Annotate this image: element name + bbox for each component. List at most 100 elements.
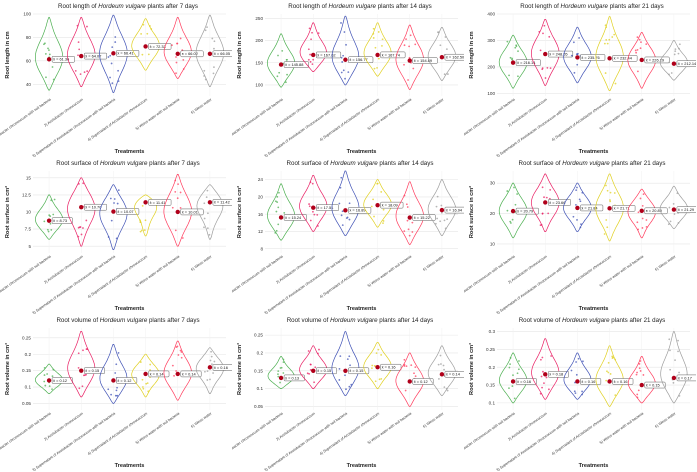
- x-tick-label: 6) Weiss water: [422, 97, 445, 115]
- chart-title: Root volume of Hordeum vulgare plants af…: [519, 317, 666, 324]
- data-point: [203, 69, 206, 72]
- data-point: [48, 385, 51, 388]
- mean-label: x̄ = 162.50: [446, 55, 464, 60]
- data-point: [443, 73, 446, 76]
- data-point: [639, 370, 642, 372]
- data-point: [277, 223, 280, 226]
- data-point: [348, 355, 351, 358]
- mean-label-box: [412, 57, 438, 64]
- data-point: [612, 356, 615, 359]
- data-point: [141, 204, 144, 207]
- data-point: [603, 42, 606, 45]
- data-point: [309, 363, 312, 366]
- data-point: [673, 213, 676, 215]
- mean-label-box: [644, 381, 666, 389]
- data-point: [206, 189, 209, 192]
- data-point: [213, 360, 216, 363]
- data-point: [509, 220, 512, 223]
- chart-svg: Root volume of Hordeum vulgare plants af…: [464, 317, 696, 471]
- y-tick-label: 12.5: [22, 193, 31, 198]
- data-point: [443, 386, 446, 388]
- mean-label: x̄ = 20.79: [517, 209, 533, 214]
- data-point: [406, 219, 409, 222]
- data-point: [78, 387, 81, 390]
- data-point: [77, 183, 80, 185]
- mean-label: x̄ = 10.70: [85, 205, 102, 210]
- data-point: [570, 54, 573, 57]
- data-point: [82, 182, 85, 185]
- y-tick-label: 10: [490, 241, 496, 246]
- chart-title-species: Hordeum vulgare: [562, 317, 610, 324]
- data-point: [175, 370, 178, 372]
- data-point: [313, 213, 316, 216]
- data-point: [115, 237, 118, 240]
- x-tick-label: 6) Weiss water: [654, 97, 677, 115]
- violin-shape: [563, 26, 592, 84]
- mean-marker: [407, 379, 412, 384]
- data-point: [609, 191, 612, 194]
- data-point: [403, 358, 406, 361]
- data-point: [141, 378, 144, 381]
- violin-shape: [163, 174, 192, 247]
- data-point: [86, 25, 88, 28]
- data-point: [545, 376, 548, 379]
- mean-label-box: [116, 208, 140, 215]
- y-tick-label: 0.25: [254, 333, 263, 338]
- data-point: [212, 372, 214, 374]
- panel-root-surface-21d: Root surface of Hordeum vulgare plants a…: [464, 157, 696, 314]
- data-point: [411, 231, 414, 233]
- data-point: [317, 32, 320, 35]
- data-point: [274, 200, 277, 203]
- data-point: [308, 203, 310, 205]
- data-point: [579, 226, 582, 229]
- x-tick-label: 4) Supernatant of Azotobacter chroococcu…: [319, 255, 380, 300]
- data-point: [607, 361, 610, 364]
- data-point: [372, 198, 374, 201]
- data-point: [341, 224, 344, 227]
- x-axis-label: Treatments: [115, 306, 145, 312]
- data-point: [540, 223, 543, 226]
- data-point: [113, 198, 116, 200]
- data-point: [338, 379, 341, 381]
- chart-svg: Root surface of Hordeum vulgare plants a…: [232, 160, 464, 314]
- violin-shape: [67, 330, 96, 398]
- mean-label: x̄ = 0.12: [53, 378, 67, 383]
- data-point: [111, 46, 114, 49]
- data-point: [678, 371, 680, 374]
- data-point: [440, 363, 442, 365]
- y-tick-label: 10: [26, 210, 32, 215]
- data-point: [376, 67, 378, 69]
- y-tick-label: 0.1: [25, 385, 32, 390]
- mean-label: x̄ = 66.05: [214, 51, 230, 56]
- violin-shape: [595, 16, 624, 92]
- mean-label: x̄ = 226.29: [646, 57, 664, 62]
- data-point: [176, 345, 179, 348]
- mean-label: x̄ = 0.16: [214, 365, 228, 370]
- violin-shape: [659, 185, 689, 230]
- data-point: [277, 373, 279, 376]
- data-point: [175, 61, 178, 64]
- data-point: [605, 184, 607, 187]
- data-point: [614, 358, 617, 361]
- mean-label: x̄ = 16.89: [349, 208, 365, 213]
- chart-svg: Root length of Hordeum vulgare plants af…: [464, 3, 696, 157]
- data-point: [380, 377, 383, 380]
- mean-label: x̄ = 0.16: [517, 379, 531, 384]
- mean-marker: [671, 375, 677, 381]
- violin-shape: [35, 194, 64, 240]
- data-point: [410, 364, 413, 367]
- data-point: [412, 67, 415, 70]
- data-point: [174, 229, 177, 232]
- data-point: [116, 386, 118, 389]
- data-point: [548, 197, 551, 200]
- y-tick-label: 20: [258, 194, 264, 199]
- data-point: [110, 62, 113, 65]
- data-point: [114, 372, 117, 374]
- mean-marker: [79, 205, 84, 210]
- data-point: [173, 374, 175, 377]
- data-point: [543, 24, 546, 27]
- mean-marker: [207, 51, 213, 56]
- data-point: [641, 204, 644, 207]
- data-point: [275, 229, 278, 232]
